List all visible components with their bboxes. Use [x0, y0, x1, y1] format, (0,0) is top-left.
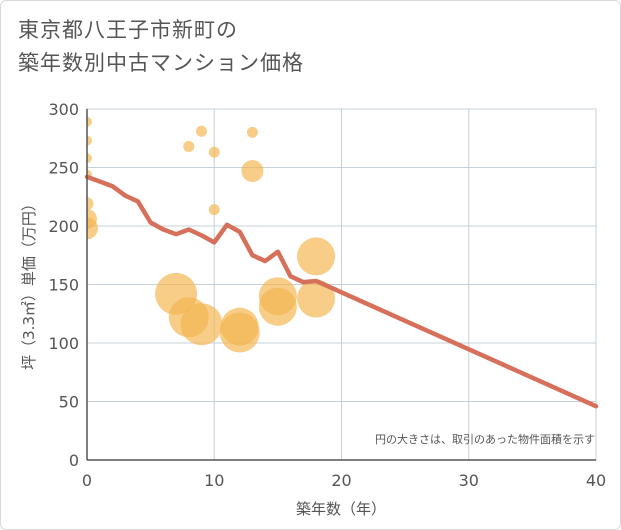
bubbles [87, 116, 336, 353]
x-tick-label: 30 [459, 471, 479, 490]
bubble [180, 303, 223, 346]
bubble [196, 125, 208, 137]
size-legend-note: 円の大きさは、取引のあった物件面積を示す [375, 432, 595, 446]
bubble [208, 146, 220, 158]
trend [84, 174, 599, 409]
y-tick-label: 300 [48, 100, 79, 119]
bubble [246, 126, 258, 138]
x-tick-label: 0 [82, 471, 92, 490]
y-axis-label: 坪（3.3㎡）単価（万円） [20, 196, 38, 370]
bubble [87, 217, 98, 240]
chart-title-line-1: 東京都八王子市新町の [18, 18, 238, 42]
x-axis-label: 築年数（年） [296, 500, 386, 518]
y-tick-label: 100 [48, 334, 79, 353]
bubble [297, 279, 336, 318]
bubble [183, 140, 195, 152]
y-tick-label: 250 [48, 159, 79, 178]
y-tick-label: 0 [69, 451, 79, 470]
bubble [241, 160, 264, 183]
x-tick-label: 10 [204, 471, 224, 490]
y-tick-label: 50 [59, 393, 79, 412]
x-tick-label: 40 [586, 471, 606, 490]
bubble [87, 116, 92, 127]
bubble [87, 153, 92, 164]
chart-title-line-2: 築年数別中古マンション価格 [18, 51, 304, 75]
x-tick-label: 20 [331, 471, 351, 490]
y-tick-label: 200 [48, 217, 79, 236]
bubble [258, 287, 297, 326]
bubble [297, 237, 336, 276]
bubble [219, 312, 260, 353]
y-tick-label: 150 [48, 276, 79, 295]
bubble [208, 204, 220, 216]
chart-title: 東京都八王子市新町の 築年数別中古マンション価格 [18, 14, 304, 80]
trend-line [84, 174, 599, 409]
bubble [87, 135, 92, 146]
bubble [87, 197, 94, 211]
ticks: 0 10 20 30 40 0 50 100 150 200 250 300 [48, 100, 606, 490]
